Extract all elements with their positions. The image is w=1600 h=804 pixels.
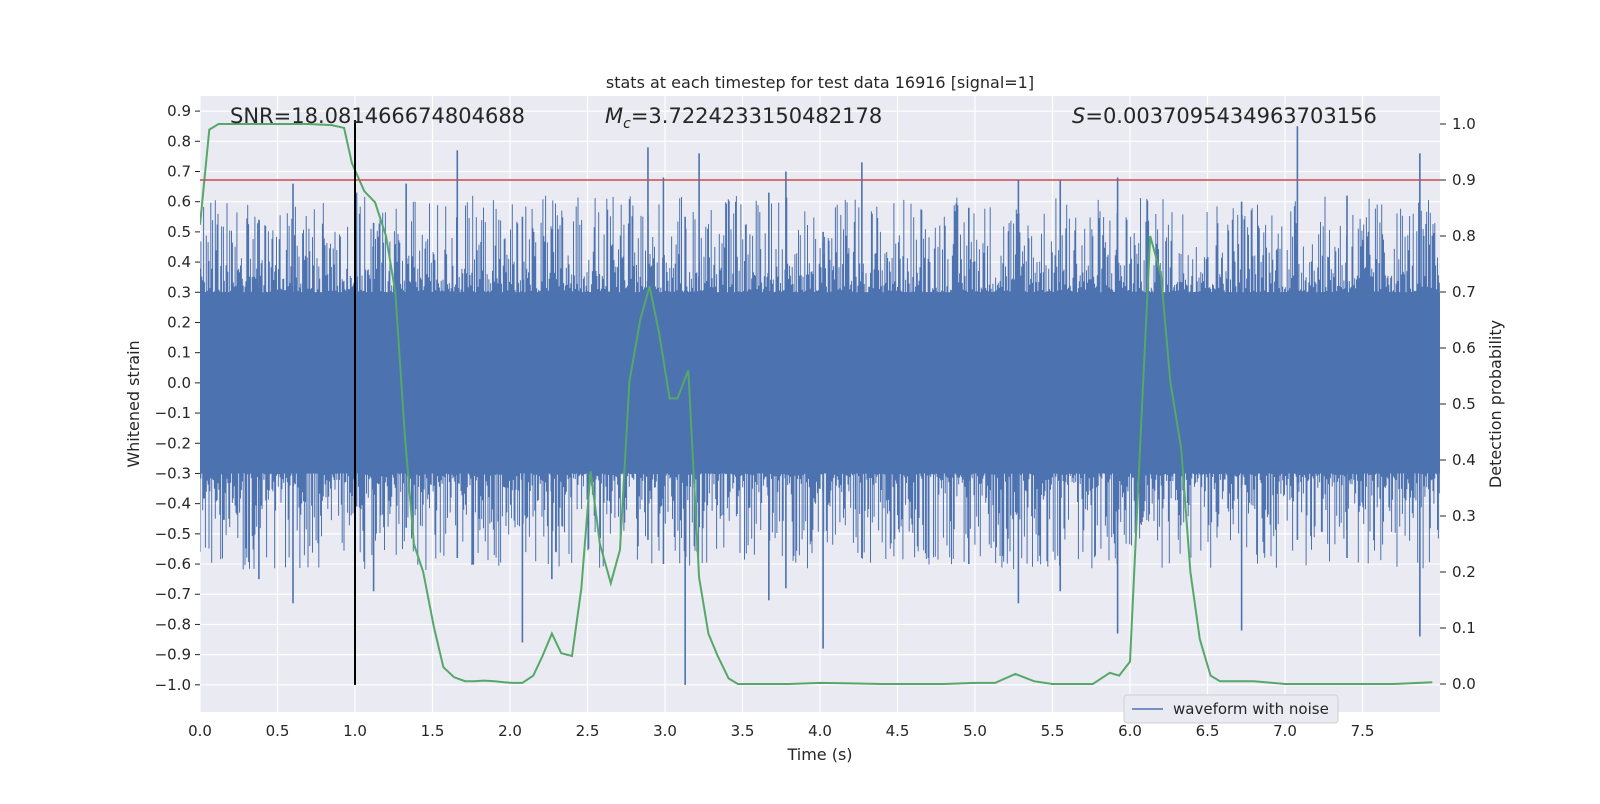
y-tick-label: 0.9 — [167, 102, 191, 120]
y-tick-label: 0.2 — [167, 313, 191, 331]
s-value: =0.0037095434963703156 — [1085, 104, 1377, 128]
x-tick-label: 1.0 — [343, 722, 367, 740]
probability-series — [200, 123, 1433, 685]
x-tick-label: 1.5 — [421, 722, 445, 740]
mc-subscript: c — [623, 116, 631, 132]
y2-tick-label: 0.5 — [1452, 395, 1476, 413]
y-tick-label: −1.0 — [155, 676, 191, 694]
y-tick-label: −0.4 — [155, 495, 191, 513]
x-tick-label: 7.5 — [1351, 722, 1375, 740]
x-axis-ticks: 0.0 0.5 1.0 1.5 2.0 2.5 3.0 3.5 4.0 4.5 5.0 5.5 6.0 6… — [188, 722, 1374, 740]
y-tick-label: 0.8 — [167, 132, 191, 150]
y-axis-label: Whitened strain — [124, 340, 143, 467]
x-tick-label: 5.0 — [963, 722, 987, 740]
s-annotation: S=0.0037095434963703156 — [1072, 104, 1377, 128]
y-tick-label: 0.5 — [167, 223, 191, 241]
waveform-series — [200, 126, 1440, 685]
x-tick-label: 2.5 — [576, 722, 600, 740]
x-tick-label: 6.5 — [1196, 722, 1220, 740]
y2-tick-label: 0.2 — [1452, 563, 1476, 581]
y-tick-label: −0.2 — [155, 434, 191, 452]
legend-label: waveform with noise — [1173, 700, 1329, 718]
y-tick-label: −0.3 — [155, 464, 191, 482]
x-axis-label: Time (s) — [786, 745, 852, 764]
y-tick-label: −0.1 — [155, 404, 191, 422]
y2-tick-label: 0.1 — [1452, 619, 1476, 637]
y-axis-ticks: −1.0 −0.9 −0.8 −0.7 −0.6 −0.5 −0.4 −0.3 −0.2 −0.1… — [155, 102, 200, 694]
x-tick-label: 4.5 — [886, 722, 910, 740]
y2-tick-label: 1.0 — [1452, 115, 1476, 133]
mc-value: =3.7224233150482178 — [631, 104, 882, 128]
snr-annotation: SNR=18.081466674804688 — [230, 104, 525, 128]
chart-title: stats at each timestep for test data 169… — [606, 73, 1034, 92]
x-tick-label: 6.0 — [1118, 722, 1142, 740]
y2-axis-label: Detection probability — [1486, 320, 1505, 488]
y2-tick-label: 0.4 — [1452, 451, 1476, 469]
y-tick-label: 0.1 — [167, 344, 191, 362]
y-tick-label: −0.6 — [155, 555, 191, 573]
waveform-noise — [200, 195, 1440, 570]
y-tick-label: −0.9 — [155, 646, 191, 664]
y-tick-label: 0.6 — [167, 193, 191, 211]
x-tick-label: 3.0 — [653, 722, 677, 740]
x-tick-label: 0.0 — [188, 722, 212, 740]
legend: waveform with noise — [1123, 694, 1339, 724]
y2-axis-ticks: 0.0 0.1 0.2 0.3 0.4 0.5 0.6 0.7 0.8 0.9 1.0 — [1440, 115, 1476, 693]
y-tick-label: −0.5 — [155, 525, 191, 543]
y2-tick-label: 0.9 — [1452, 171, 1476, 189]
y2-tick-label: 0.8 — [1452, 227, 1476, 245]
y-tick-label: 0.4 — [167, 253, 191, 271]
y2-tick-label: 0.3 — [1452, 507, 1476, 525]
y-tick-label: 0.0 — [167, 374, 191, 392]
x-tick-label: 0.5 — [266, 722, 290, 740]
x-tick-label: 5.5 — [1041, 722, 1065, 740]
mc-annotation: Mc=3.7224233150482178 — [605, 104, 882, 132]
y-tick-label: 0.3 — [167, 283, 191, 301]
y-tick-label: −0.7 — [155, 585, 191, 603]
x-tick-label: 2.0 — [498, 722, 522, 740]
x-tick-label: 4.0 — [808, 722, 832, 740]
probability-line — [200, 123, 1433, 685]
x-tick-label: 7.0 — [1273, 722, 1297, 740]
mc-symbol: M — [605, 104, 623, 128]
legend-box — [1123, 694, 1339, 724]
y-tick-label: −0.8 — [155, 615, 191, 633]
x-tick-label: 3.5 — [731, 722, 755, 740]
y2-tick-label: 0.0 — [1452, 675, 1476, 693]
y-tick-label: 0.7 — [167, 162, 191, 180]
y2-tick-label: 0.6 — [1452, 339, 1476, 357]
y2-tick-label: 0.7 — [1452, 283, 1476, 301]
s-symbol: S — [1072, 104, 1085, 128]
